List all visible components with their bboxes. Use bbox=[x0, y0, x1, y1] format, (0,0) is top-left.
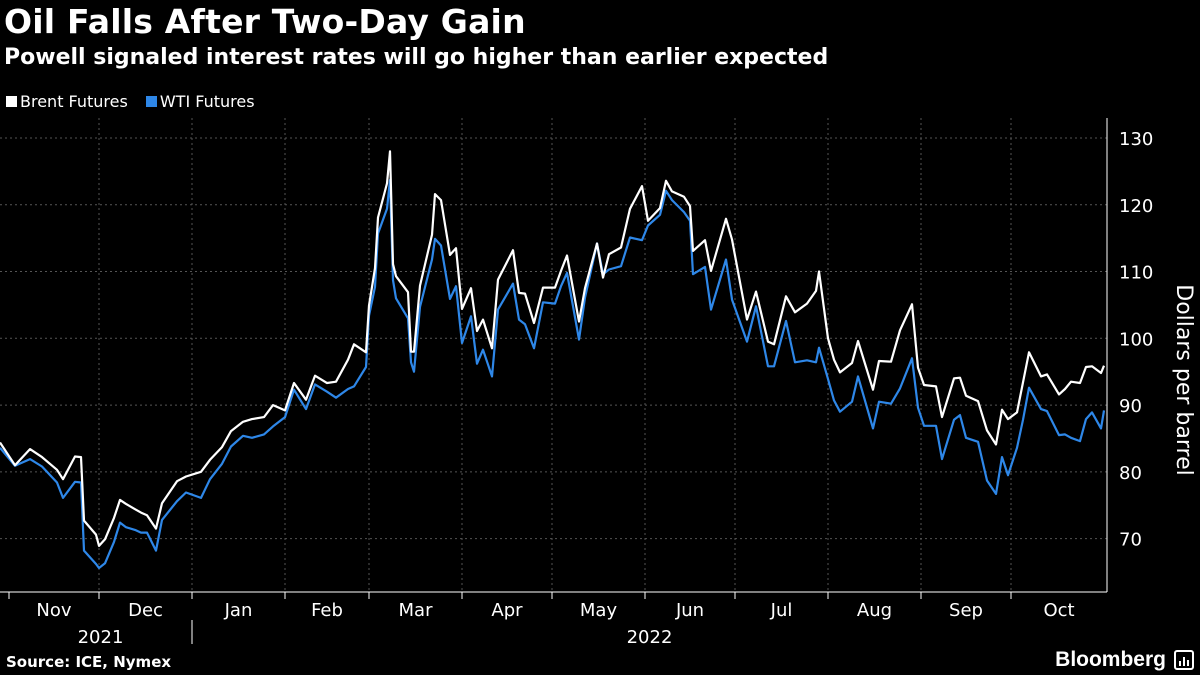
y-tick-label: 110 bbox=[1119, 263, 1153, 284]
x-tick-label: Oct bbox=[1043, 600, 1074, 621]
x-tick-label: Jan bbox=[224, 600, 253, 621]
legend-label-wti: WTI Futures bbox=[159, 92, 255, 111]
legend-item-brent: Brent Futures bbox=[6, 92, 128, 111]
legend: Brent Futures WTI Futures bbox=[6, 92, 255, 111]
x-tick-label: May bbox=[580, 600, 618, 621]
y-tick-label: 100 bbox=[1119, 329, 1153, 350]
x-tick-label: Apr bbox=[491, 600, 523, 621]
year-label: 2021 bbox=[78, 627, 124, 648]
x-tick-label: Mar bbox=[399, 600, 434, 621]
y-tick-label: 120 bbox=[1119, 196, 1153, 217]
y-tick-label: 80 bbox=[1119, 463, 1142, 484]
x-tick-label: Jul bbox=[770, 600, 793, 621]
chart-title: Oil Falls After Two-Day Gain bbox=[4, 2, 526, 41]
y-axis-title: Dollars per barrel bbox=[1171, 284, 1196, 475]
series-line-wti bbox=[0, 179, 1106, 570]
y-tick-label: 70 bbox=[1119, 530, 1142, 551]
y-tick-label: 130 bbox=[1119, 129, 1153, 150]
x-tick-label: Nov bbox=[36, 600, 71, 621]
legend-label-brent: Brent Futures bbox=[20, 92, 128, 111]
x-tick-label: Jun bbox=[675, 600, 704, 621]
source-note: Source: ICE, Nymex bbox=[6, 653, 172, 671]
x-tick-label: Dec bbox=[128, 600, 163, 621]
legend-swatch-wti bbox=[145, 96, 157, 107]
series-line-brent bbox=[0, 150, 1106, 547]
bloomberg-logo: Bloomberg bbox=[1055, 648, 1166, 671]
x-tick-label: Aug bbox=[857, 600, 892, 621]
chart-subtitle: Powell signaled interest rates will go h… bbox=[4, 45, 829, 70]
x-tick-label: Feb bbox=[311, 600, 343, 621]
bloomberg-terminal-icon bbox=[1174, 650, 1194, 670]
x-tick-label: Sep bbox=[949, 600, 983, 621]
year-label: 2022 bbox=[627, 627, 673, 648]
legend-swatch-brent bbox=[6, 96, 17, 107]
legend-item-wti: WTI Futures bbox=[145, 92, 255, 111]
y-tick-label: 90 bbox=[1119, 396, 1142, 417]
